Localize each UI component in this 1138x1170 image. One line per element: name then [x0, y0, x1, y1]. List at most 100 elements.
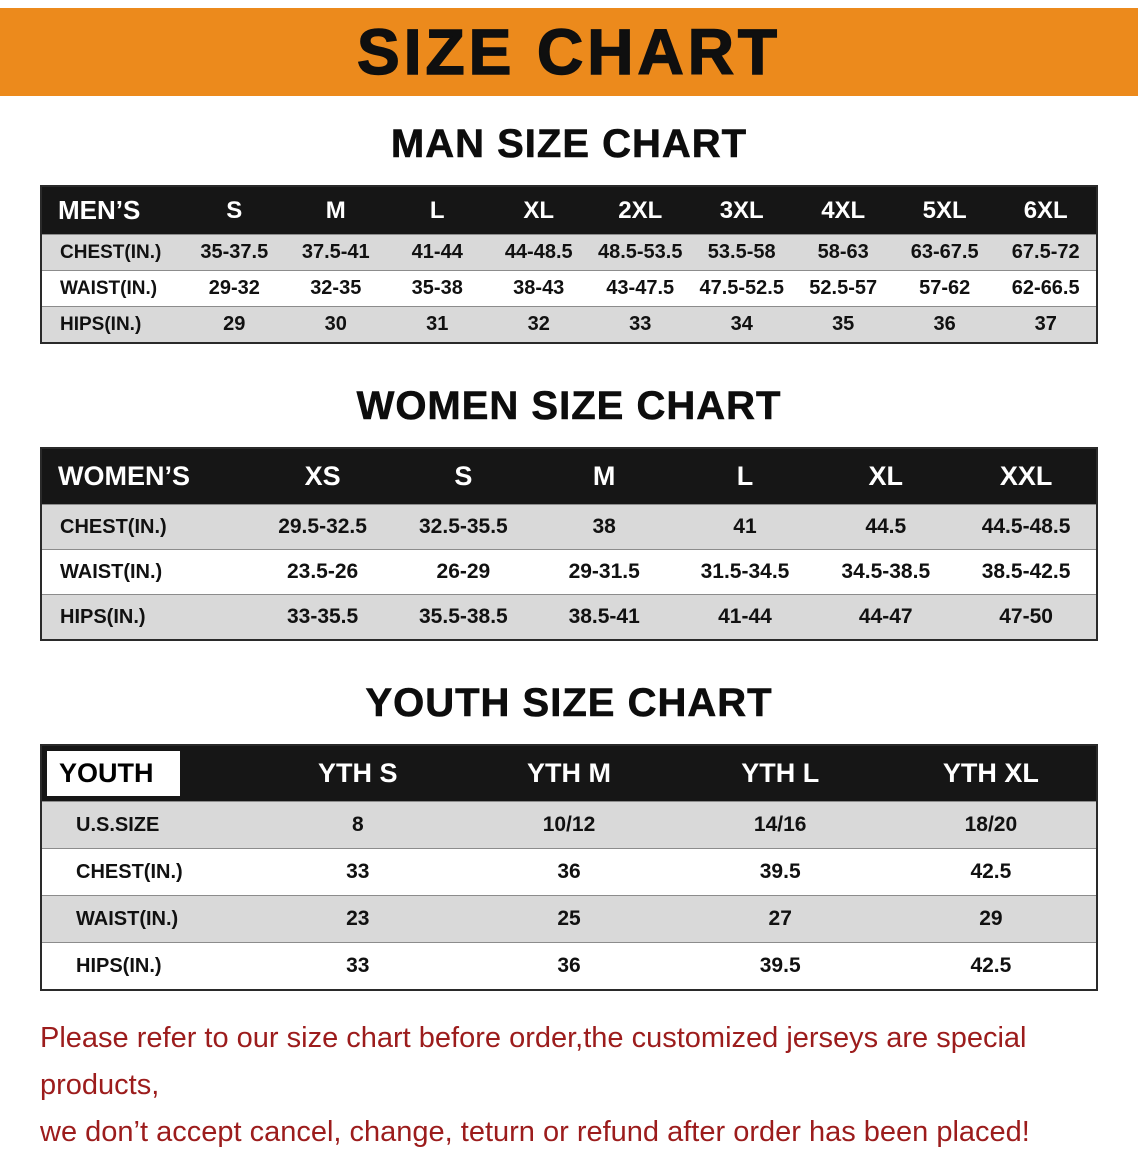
- men-section-heading: MAN SIZE CHART: [390, 122, 748, 167]
- size-value-cell: 44.5-48.5: [956, 504, 1097, 550]
- size-value-cell: 34: [690, 306, 793, 343]
- size-value-cell: 39.5: [674, 942, 886, 990]
- size-header-label: XL: [523, 196, 555, 224]
- size-value-cell: 52.5-57: [792, 270, 894, 307]
- size-header-cell: XL: [488, 186, 590, 235]
- size-value-cell: 29-31.5: [533, 549, 675, 595]
- size-header-cell: S: [183, 186, 286, 235]
- table-title-label: YOUTH: [47, 751, 180, 796]
- size-value-cell: 38.5-41: [533, 594, 675, 640]
- size-header-cell: XS: [252, 448, 393, 505]
- size-value-cell: 18/20: [885, 801, 1097, 849]
- size-value-cell: 41-44: [386, 234, 488, 271]
- row-label-cell: U.S.SIZE: [41, 801, 253, 849]
- size-value-cell: 57-62: [893, 270, 996, 307]
- size-value-cell: 39.5: [674, 848, 886, 896]
- size-value-cell: 14/16: [674, 801, 886, 849]
- table-row: CHEST(IN.) 35-37.5 37.5-41 41-44 44-48.5 48.5…: [41, 234, 1097, 271]
- row-label-cell: WAIST(IN.): [41, 270, 184, 307]
- table-header-row: WOMEN’S XS S M L XL XXL: [41, 448, 1097, 505]
- size-header-label: S: [226, 196, 243, 224]
- table-row: HIPS(IN.) 33 36 39.5 42.5: [41, 942, 1097, 990]
- size-value-cell: 44-47: [815, 594, 957, 640]
- size-value-cell: 36: [463, 848, 675, 896]
- size-value-cell: 35: [792, 306, 894, 343]
- size-header-label: YTH XL: [942, 758, 1039, 788]
- size-value-cell: 38: [533, 504, 675, 550]
- size-value-cell: 10/12: [463, 801, 675, 849]
- size-value-cell: 31: [386, 306, 488, 343]
- size-value-cell: 42.5: [885, 848, 1097, 896]
- size-value-cell: 47-50: [956, 594, 1097, 640]
- size-header-label: S: [454, 461, 473, 491]
- size-value-cell: 33: [252, 942, 464, 990]
- row-label-cell: HIPS(IN.): [41, 942, 253, 990]
- size-value-cell: 42.5: [885, 942, 1097, 990]
- youth-section-heading: YOUTH SIZE CHART: [365, 681, 773, 726]
- size-value-cell: 62-66.5: [995, 270, 1097, 307]
- size-value-cell: 37.5-41: [285, 234, 387, 271]
- size-header-cell: 4XL: [792, 186, 894, 235]
- size-chart-page: SIZE CHART MAN SIZE CHART MEN’S S M L XL 2XL 3…: [0, 8, 1138, 1156]
- size-value-cell: 37: [995, 306, 1097, 343]
- size-value-cell: 48.5-53.5: [589, 234, 691, 271]
- row-label-cell: CHEST(IN.): [41, 848, 253, 896]
- size-value-cell: 29: [885, 895, 1097, 943]
- size-header-cell: 6XL: [995, 186, 1097, 235]
- size-value-cell: 31.5-34.5: [674, 549, 816, 595]
- table-title-cell: MEN’S: [41, 186, 184, 235]
- size-header-label: XS: [304, 461, 341, 491]
- size-header-label: XXL: [999, 461, 1053, 491]
- table-row: HIPS(IN.) 29 30 31 32 33 34 35 36 37: [41, 306, 1097, 343]
- size-header-label: XL: [868, 461, 904, 491]
- footer-note: Please refer to our size chart before or…: [40, 1015, 1098, 1156]
- size-header-cell: YTH L: [674, 745, 886, 802]
- size-header-cell: YTH M: [463, 745, 675, 802]
- size-value-cell: 36: [463, 942, 675, 990]
- youth-size-table: YOUTH YTH S YTH M YTH L YTH XL U.S.SIZE 8 10/12…: [40, 744, 1098, 991]
- size-value-cell: 53.5-58: [690, 234, 793, 271]
- page-title: SIZE CHART: [356, 15, 781, 89]
- table-title-label: WOMEN’S: [58, 461, 190, 491]
- women-section-heading: WOMEN SIZE CHART: [356, 384, 782, 429]
- size-header-label: 2XL: [618, 196, 663, 224]
- size-value-cell: 35-38: [386, 270, 488, 307]
- size-value-cell: 41-44: [674, 594, 816, 640]
- table-title-cell: YOUTH: [41, 745, 253, 802]
- size-value-cell: 43-47.5: [589, 270, 691, 307]
- size-value-cell: 36: [893, 306, 996, 343]
- size-value-cell: 8: [252, 801, 464, 849]
- table-header-row: MEN’S S M L XL 2XL 3XL 4XL 5XL 6XL: [41, 186, 1097, 235]
- size-value-cell: 63-67.5: [893, 234, 996, 271]
- size-header-cell: 5XL: [893, 186, 996, 235]
- size-header-label: L: [429, 196, 445, 224]
- banner: SIZE CHART: [0, 8, 1138, 96]
- section-youth: YOUTH SIZE CHART YOUTH YTH S YTH M YTH L YTH…: [40, 681, 1098, 991]
- table-header-row: YOUTH YTH S YTH M YTH L YTH XL: [41, 745, 1097, 802]
- size-header-label: M: [325, 196, 346, 224]
- table-row: HIPS(IN.) 33-35.5 35.5-38.5 38.5-41 41-44 44-…: [41, 594, 1097, 640]
- table-row: CHEST(IN.) 33 36 39.5 42.5: [41, 848, 1097, 896]
- section-women: WOMEN SIZE CHART WOMEN’S XS S M L XL XXL CHEST(…: [40, 384, 1098, 641]
- size-value-cell: 27: [674, 895, 886, 943]
- size-header-cell: M: [285, 186, 387, 235]
- note-line-1: Please refer to our size chart before or…: [40, 1022, 1027, 1101]
- row-label-cell: CHEST(IN.): [41, 234, 184, 271]
- table-title-cell: WOMEN’S: [41, 448, 253, 505]
- row-label-cell: CHEST(IN.): [41, 504, 253, 550]
- table-row: CHEST(IN.) 29.5-32.5 32.5-35.5 38 41 44.5 44.5…: [41, 504, 1097, 550]
- women-size-table: WOMEN’S XS S M L XL XXL CHEST(IN.) 29.5-32.5 32.5…: [40, 447, 1098, 641]
- size-value-cell: 35-37.5: [183, 234, 286, 271]
- size-header-label: YTH S: [318, 758, 398, 788]
- size-header-cell: YTH XL: [885, 745, 1097, 802]
- size-header-label: YTH L: [741, 758, 820, 788]
- size-value-cell: 23: [252, 895, 464, 943]
- table-row: U.S.SIZE 8 10/12 14/16 18/20: [41, 801, 1097, 849]
- size-header-label: L: [736, 461, 754, 491]
- size-value-cell: 58-63: [792, 234, 894, 271]
- size-header-label: 3XL: [719, 196, 764, 224]
- size-header-cell: YTH S: [252, 745, 464, 802]
- size-value-cell: 38-43: [488, 270, 590, 307]
- size-header-cell: 3XL: [690, 186, 793, 235]
- size-value-cell: 34.5-38.5: [815, 549, 957, 595]
